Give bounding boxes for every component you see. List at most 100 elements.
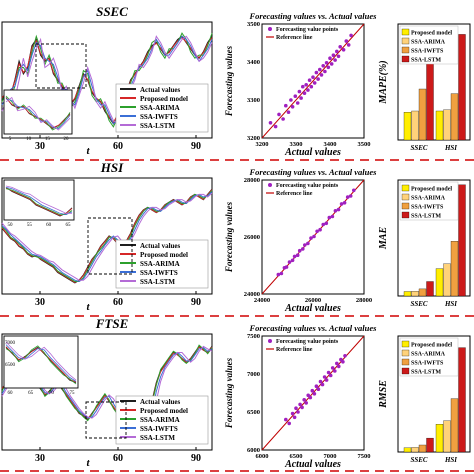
ftse-scatter-y-tick-3: 7500 bbox=[247, 333, 260, 340]
ssec-point-37 bbox=[346, 43, 351, 47]
ftse-inset: 60 65 70 75 7000 6500 bbox=[3, 335, 79, 396]
hsi-bar-legend bbox=[399, 181, 459, 221]
ssec-point-32 bbox=[335, 49, 339, 54]
ftse-bar-legend-label-3: SSA-LSTM bbox=[411, 370, 441, 376]
hsi-bar-y-label: MAE bbox=[378, 227, 389, 251]
ftse-point-3 bbox=[292, 415, 297, 420]
hsi-point-22 bbox=[339, 202, 344, 206]
ftse-bar-legend-swatch-0 bbox=[401, 340, 410, 348]
ssec-inset-tick-3: 20 bbox=[64, 137, 70, 142]
ssec-scatter-x-tick-1: 3300 bbox=[290, 141, 303, 148]
hsi-bar-legend-swatch-3 bbox=[401, 211, 410, 219]
ftse-bar-0-2 bbox=[418, 444, 427, 453]
ssec-point-26 bbox=[324, 61, 329, 65]
hsi-point-1 bbox=[279, 271, 284, 276]
hsi-bar-0-3 bbox=[426, 281, 434, 297]
ssec-point-34 bbox=[338, 45, 343, 49]
ftse-inset-tick-1: 65 bbox=[28, 391, 34, 396]
ssec-x-tick-0: 30 bbox=[35, 141, 45, 152]
ssec-bar-legend-label-2: SSA-IWFTS bbox=[411, 49, 444, 55]
ssec-point-10 bbox=[297, 89, 302, 94]
hsi-bar-1-3 bbox=[458, 184, 466, 297]
ftse-inset-ytick-1: 6500 bbox=[5, 363, 16, 368]
ssec-legend-label-1: Proposed model bbox=[140, 95, 188, 103]
hsi-scatter-y-label: Forecasting values bbox=[224, 201, 234, 273]
separator-lines bbox=[0, 159, 474, 472]
ssec-point-19 bbox=[312, 81, 317, 85]
ftse-point-19 bbox=[324, 378, 329, 382]
ftse-bar-legend bbox=[399, 337, 459, 377]
hsi-bar-0-2 bbox=[418, 288, 427, 297]
ftse-x-tick-0: 30 bbox=[35, 453, 45, 464]
hsi-point-3 bbox=[284, 265, 289, 269]
ssec-bar-legend-swatch-1 bbox=[401, 37, 410, 45]
ssec-point-20 bbox=[314, 70, 319, 75]
ftse-bar-legend-label-0: Proposed model bbox=[411, 343, 452, 349]
hsi-scatter-title: Forecasting values vs. Actual values bbox=[249, 167, 378, 177]
hsi-bar-legend-label-2: SSA-IWFTS bbox=[411, 205, 444, 211]
ssec-point-16 bbox=[307, 78, 312, 82]
hsi-scatter-y-tick-0: 24000 bbox=[244, 291, 260, 298]
ssec-bar-category-1: HSI bbox=[444, 144, 457, 152]
hsi-point-20 bbox=[333, 209, 338, 213]
ssec-scatter-x-tick-0: 3200 bbox=[256, 141, 269, 148]
ssec-bar-1-1 bbox=[443, 109, 451, 141]
ftse-point-17 bbox=[320, 382, 325, 387]
ftse-scatter-x-tick-0: 6000 bbox=[256, 453, 269, 460]
ssec-scatter-y-tick-3: 3500 bbox=[247, 21, 260, 28]
ftse-series-title: FTSE bbox=[95, 316, 129, 331]
ftse-point-25 bbox=[337, 364, 341, 369]
hsi-point-15 bbox=[318, 227, 322, 232]
ssec-point-36 bbox=[344, 39, 349, 43]
hsi-bar-1-2 bbox=[450, 241, 459, 297]
ssec-bar-0-1 bbox=[411, 110, 419, 141]
ssec-bar-0-2 bbox=[418, 88, 427, 141]
ssec-point-38 bbox=[349, 33, 353, 38]
hsi-bar-0-0 bbox=[403, 291, 412, 297]
ssec-scatter-y-tick-0: 3200 bbox=[247, 135, 260, 142]
ssec-bar-legend-label-0: Proposed model bbox=[411, 31, 452, 37]
hsi-point-7 bbox=[295, 253, 300, 257]
hsi-point-8 bbox=[297, 248, 302, 253]
hsi-point-17 bbox=[324, 221, 329, 226]
hsi-legend-label-4: SSA-LSTM bbox=[140, 278, 175, 286]
ftse-scatter-y-tick-1: 6500 bbox=[247, 409, 260, 416]
ssec-scatter-legend-marker bbox=[268, 27, 272, 31]
hsi-inset-tick-1: 55 bbox=[27, 223, 33, 228]
ftse-legend-label-0: Actual values bbox=[140, 398, 181, 406]
ssec-scatter-title: Forecasting values vs. Actual values bbox=[249, 11, 378, 21]
ftse-bar-legend-swatch-1 bbox=[401, 349, 410, 357]
ssec-bar-legend-label-3: SSA-LSTM bbox=[411, 58, 441, 64]
ftse-legend-label-1: Proposed model bbox=[140, 407, 188, 415]
hsi-bar-legend-label-0: Proposed model bbox=[411, 187, 452, 193]
ftse-scatter-legend-points: Forecasting value points bbox=[276, 339, 339, 345]
hsi-x-label: t bbox=[86, 301, 90, 313]
ftse-scatter-legend-marker bbox=[268, 339, 272, 343]
hsi-point-10 bbox=[303, 243, 307, 247]
hsi-inset-tick-0: 50 bbox=[8, 223, 14, 228]
ftse-bar-1-1 bbox=[443, 420, 451, 453]
ftse-scatter-title: Forecasting values vs. Actual values bbox=[249, 323, 378, 333]
hsi-point-6 bbox=[292, 254, 297, 259]
ssec-inset-tick-1: 10 bbox=[26, 137, 32, 142]
ssec-legend-label-2: SSA-ARIMA bbox=[140, 104, 180, 112]
hsi-inset-line-3 bbox=[5, 187, 73, 216]
ftse-point-28 bbox=[343, 354, 347, 358]
ssec-x-label: t bbox=[86, 145, 90, 157]
ftse-point-13 bbox=[312, 392, 317, 396]
ssec-bar-legend-swatch-2 bbox=[401, 46, 410, 54]
hsi-point-4 bbox=[287, 260, 292, 264]
ftse-bar-y-label: RMSE bbox=[378, 380, 389, 409]
ftse-inset-frame bbox=[3, 335, 79, 389]
ftse-inset-tick-3: 75 bbox=[70, 391, 76, 396]
ftse-point-23 bbox=[333, 369, 337, 373]
ftse-legend-label-4: SSA-LSTM bbox=[140, 434, 175, 442]
hsi-inset-line-1 bbox=[5, 187, 73, 216]
ftse-scatter-x-label: Actual values bbox=[284, 459, 341, 470]
hsi-bar-panel: SSEC HSI MAE Proposed model SSA-ARIMA SSA-IWF… bbox=[378, 179, 471, 308]
hsi-inset: 50 55 60 65 bbox=[3, 179, 75, 228]
hsi-point-19 bbox=[330, 214, 335, 219]
ftse-bar-legend-label-1: SSA-ARIMA bbox=[411, 352, 446, 358]
